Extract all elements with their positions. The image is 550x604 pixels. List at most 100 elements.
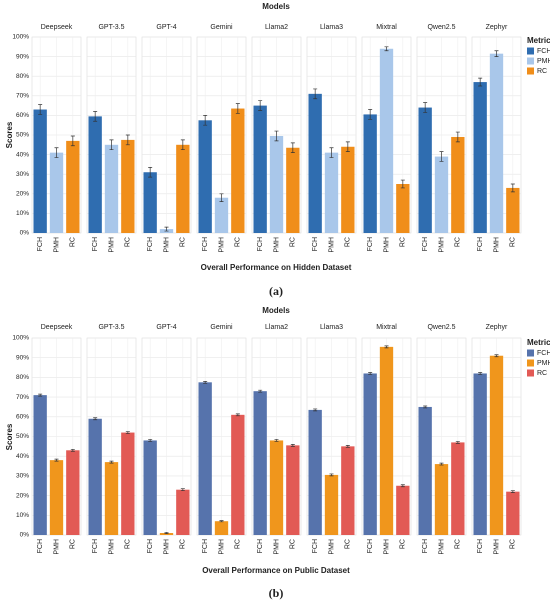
error-bar [109, 139, 114, 151]
facet-title: Zephyr [486, 24, 508, 31]
error-bar [510, 183, 515, 193]
bar [341, 446, 355, 535]
x-tick-label: PMH [53, 237, 60, 253]
error-bar [235, 103, 240, 114]
y-tick-label: 30% [16, 473, 29, 480]
x-tick-label: RC [345, 539, 352, 549]
facet-title: Zephyr [486, 324, 508, 331]
x-tick-label: PMH [493, 237, 500, 253]
x-tick-label: FCH [92, 237, 99, 251]
error-bar [148, 166, 153, 178]
bar [214, 197, 229, 233]
x-tick-label: RC [510, 539, 517, 549]
y-tick-label: 90% [16, 53, 29, 60]
error-bar [125, 431, 130, 434]
bar [434, 156, 449, 233]
x-tick-label: PMH [218, 539, 225, 555]
x-tick-label: PMH [383, 539, 390, 555]
x-tick-label: FCH [147, 539, 154, 553]
legend-swatch [527, 369, 534, 377]
y-tick-label: 0% [20, 532, 30, 539]
error-bar [148, 439, 153, 442]
facet-title: Qwen2.5 [427, 324, 455, 331]
error-bar [164, 226, 169, 232]
bar [49, 152, 64, 233]
x-tick-label: PMH [218, 237, 225, 253]
y-tick-label: 70% [16, 93, 29, 100]
x-tick-label: PMH [163, 539, 170, 555]
x-tick-label: FCH [257, 237, 264, 251]
bar [66, 450, 80, 535]
x-tick-label: FCH [477, 539, 484, 553]
bar [451, 442, 465, 535]
legend-label: FCH [537, 350, 550, 357]
error-bar [368, 109, 373, 120]
x-tick-label: FCH [477, 237, 484, 251]
bar [159, 533, 174, 535]
x-tick-label: FCH [37, 539, 44, 553]
bar [434, 464, 449, 535]
facet-title: GPT-4 [156, 24, 176, 31]
x-tick-label: RC [235, 237, 242, 247]
error-bar [274, 439, 279, 442]
bar [66, 140, 80, 233]
bar [231, 414, 245, 535]
bar [473, 373, 487, 535]
error-bar [439, 462, 444, 466]
x-tick-label: FCH [92, 539, 99, 553]
x-tick-label: RC [345, 237, 352, 247]
y-tick-label: 10% [16, 512, 29, 519]
bar [49, 460, 64, 535]
facet-title: Mixtral [376, 24, 397, 31]
legend-swatch [527, 359, 534, 367]
x-tick-label: RC [290, 539, 297, 549]
bar [379, 346, 394, 535]
y-tick-label: 40% [16, 151, 29, 158]
bar [489, 53, 504, 233]
bar [214, 521, 229, 535]
error-bar [219, 193, 224, 202]
bar [341, 146, 355, 233]
x-tick-label: FCH [312, 539, 319, 553]
error-bar [54, 147, 59, 158]
facet-title: GPT-3.5 [98, 324, 124, 331]
y-tick-label: 40% [16, 453, 29, 460]
bar [143, 440, 157, 535]
error-bar [290, 142, 295, 153]
error-bar [109, 460, 114, 464]
bar [363, 114, 377, 233]
x-tick-label: RC [290, 237, 297, 247]
error-bar [368, 372, 373, 375]
bar [121, 432, 135, 535]
x-tick-label: RC [70, 539, 77, 549]
x-tick-label: RC [180, 237, 187, 247]
bar [506, 187, 520, 233]
bar [253, 391, 267, 535]
y-tick-label: 10% [16, 210, 29, 217]
x-tick-label: PMH [328, 539, 335, 555]
panel-label: (a) [269, 284, 283, 298]
bar [121, 139, 135, 233]
x-tick-label: PMH [53, 539, 60, 555]
bar [489, 355, 504, 535]
error-bar [313, 88, 318, 100]
x-tick-label: PMH [328, 237, 335, 253]
bar [176, 144, 190, 233]
bar [506, 491, 520, 535]
legend-label: PMH [537, 58, 550, 65]
legend-swatch [527, 57, 534, 65]
x-tick-label: FCH [37, 237, 44, 251]
x-tick-label: RC [125, 237, 132, 247]
bar [363, 373, 377, 535]
x-tick-label: RC [455, 237, 462, 247]
y-tick-label: 30% [16, 171, 29, 178]
bar [33, 109, 47, 233]
legend-swatch [527, 67, 534, 75]
bar [33, 395, 47, 535]
error-bar [274, 130, 279, 142]
legend-swatch [527, 349, 534, 357]
x-tick-label: PMH [493, 539, 500, 555]
bar [104, 144, 119, 233]
facet-title: Mixtral [376, 324, 397, 331]
error-bar [203, 115, 208, 126]
